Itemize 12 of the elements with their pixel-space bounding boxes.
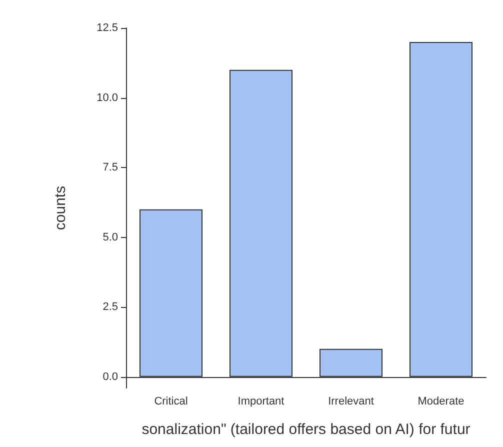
x-axis-title: sonalization" (tailored offers based on AI) for futur [142, 421, 470, 438]
x-tick-label: Irrelevant [328, 396, 374, 408]
y-tick-label: 7.5 [102, 162, 118, 174]
y-axis-title: counts [52, 186, 69, 230]
y-tick-label: 10.0 [96, 92, 118, 104]
y-tick-label: 0.0 [102, 370, 118, 383]
x-tick-label: Moderate [418, 396, 464, 408]
x-tick-label: Critical [154, 396, 188, 408]
y-tick-label: 5.0 [102, 231, 118, 244]
x-tick-label: Important [238, 396, 284, 408]
y-tick-label: 2.5 [102, 301, 118, 314]
y-tick-label: 12.5 [96, 22, 118, 34]
